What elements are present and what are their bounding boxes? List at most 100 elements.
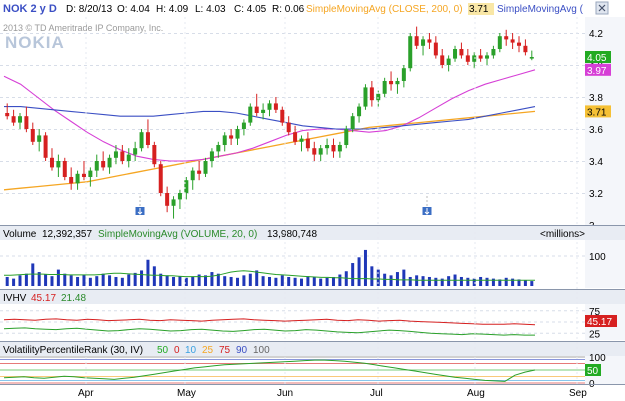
candle-body — [158, 164, 163, 193]
volume-bar — [101, 273, 105, 286]
volume-bar — [178, 276, 182, 286]
volume-bar — [261, 276, 265, 286]
candle-body — [254, 106, 259, 113]
volume-bar — [127, 274, 131, 286]
price-tick-label: 3.8 — [589, 93, 603, 104]
candle-body — [209, 151, 214, 161]
volume-bar — [236, 277, 240, 286]
price-tick-label: 4.2 — [589, 29, 603, 40]
volume-bar — [242, 275, 246, 286]
price-badge-bg — [585, 63, 611, 76]
volume-tick: 100 — [589, 252, 606, 263]
volume-bar — [485, 277, 489, 286]
candle-body — [261, 109, 266, 113]
candle-body — [401, 68, 406, 81]
header-range: R: 0.06 — [272, 4, 305, 15]
volume-bar — [402, 269, 406, 286]
volume-bar — [133, 272, 137, 286]
candle-body — [382, 81, 387, 94]
candle-body — [62, 161, 67, 177]
x-axis-label: Sep — [569, 388, 587, 399]
volume-bar — [204, 275, 208, 286]
candle-body — [37, 135, 42, 142]
candle-body — [299, 138, 304, 142]
vpr-level-label: 100 — [253, 345, 270, 356]
x-axis-label: May — [177, 388, 196, 399]
candle-body — [344, 129, 349, 145]
volume-header-bg — [0, 226, 625, 240]
candlesticks — [5, 26, 534, 219]
close-icon[interactable] — [595, 1, 609, 15]
candle-body — [325, 145, 330, 149]
ivhv-title: IVHV — [3, 293, 27, 304]
candle-body — [529, 57, 534, 59]
candle-body — [107, 157, 112, 168]
volume-bar — [172, 276, 176, 286]
candle-body — [203, 161, 208, 174]
volume-bar — [108, 275, 112, 286]
header-symbol[interactable]: NOK 2 y D — [3, 3, 57, 15]
volume-bar — [408, 276, 412, 286]
candle-body — [453, 49, 458, 59]
volume-axis-bg — [585, 240, 625, 288]
candle-body — [485, 55, 490, 59]
price-tick-label: 3.6 — [589, 125, 603, 136]
volume-sma-value: 13,980,748 — [267, 229, 317, 240]
ivhv-hv-value: 21.48 — [61, 293, 86, 304]
watermark: NOKIA — [5, 33, 65, 52]
candle-body — [177, 193, 182, 200]
volume-sma-label[interactable]: SimpleMovingAvg (VOLUME, 20, 0) — [98, 229, 257, 240]
volume-bar — [338, 274, 342, 286]
header-sma2-label[interactable]: SimpleMovingAvg ( — [497, 4, 584, 15]
candle-body — [267, 103, 272, 110]
volume-bar — [223, 276, 227, 286]
candle-body — [363, 87, 368, 107]
header-open: O: 4.04 — [117, 4, 150, 15]
volume-title: Volume — [3, 229, 37, 240]
volume-bar — [120, 277, 124, 286]
candle-body — [414, 36, 419, 46]
candle-body — [216, 145, 221, 152]
candle-body — [478, 55, 483, 59]
candle-body — [350, 116, 355, 129]
volume-bar — [197, 274, 201, 286]
volume-bar — [50, 276, 54, 286]
candle-body — [510, 39, 515, 43]
vpr-level-labels: 50 0 10 25 75 90 100 — [157, 345, 270, 356]
candle-body — [446, 58, 451, 65]
header-sma-label[interactable]: SimpleMovingAvg (CLOSE, 200, 0) — [306, 4, 463, 15]
volume-bar — [44, 274, 48, 286]
candle-body — [49, 157, 54, 168]
volume-bar — [287, 276, 291, 286]
ivhv-tick-label: 25 — [589, 329, 601, 340]
candle-body — [318, 148, 323, 155]
volume-bar — [331, 276, 335, 286]
volume-bar — [319, 278, 323, 286]
candle-body — [331, 145, 336, 152]
event-marker[interactable] — [422, 196, 432, 215]
ivhv-tick-label: 75 — [589, 307, 601, 318]
volume-bar — [114, 276, 118, 286]
price-badge-label: 3.97 — [587, 66, 607, 77]
volume-bar — [76, 276, 80, 286]
candle-body — [337, 145, 342, 152]
candle-body — [56, 161, 61, 168]
volume-bar — [293, 277, 297, 286]
candle-body — [305, 138, 310, 149]
vpr-level-label: 90 — [236, 345, 248, 356]
candle-body — [75, 173, 80, 184]
candle-body — [88, 170, 93, 177]
candle-body — [504, 36, 509, 40]
vpr-level-label: 25 — [202, 345, 214, 356]
candle-body — [440, 55, 445, 65]
volume-bar — [18, 275, 22, 286]
candle-body — [395, 81, 400, 85]
price-badges: 4.05 3.97 3.71 — [585, 51, 611, 118]
x-axis: Apr May Jun Jul Aug Sep — [78, 17, 587, 399]
volume-bar — [299, 278, 303, 286]
volume-bar — [88, 277, 92, 286]
candle-body — [139, 132, 144, 149]
volume-bar — [159, 273, 163, 286]
event-marker[interactable] — [135, 196, 145, 215]
x-axis-label: Jul — [370, 388, 383, 399]
